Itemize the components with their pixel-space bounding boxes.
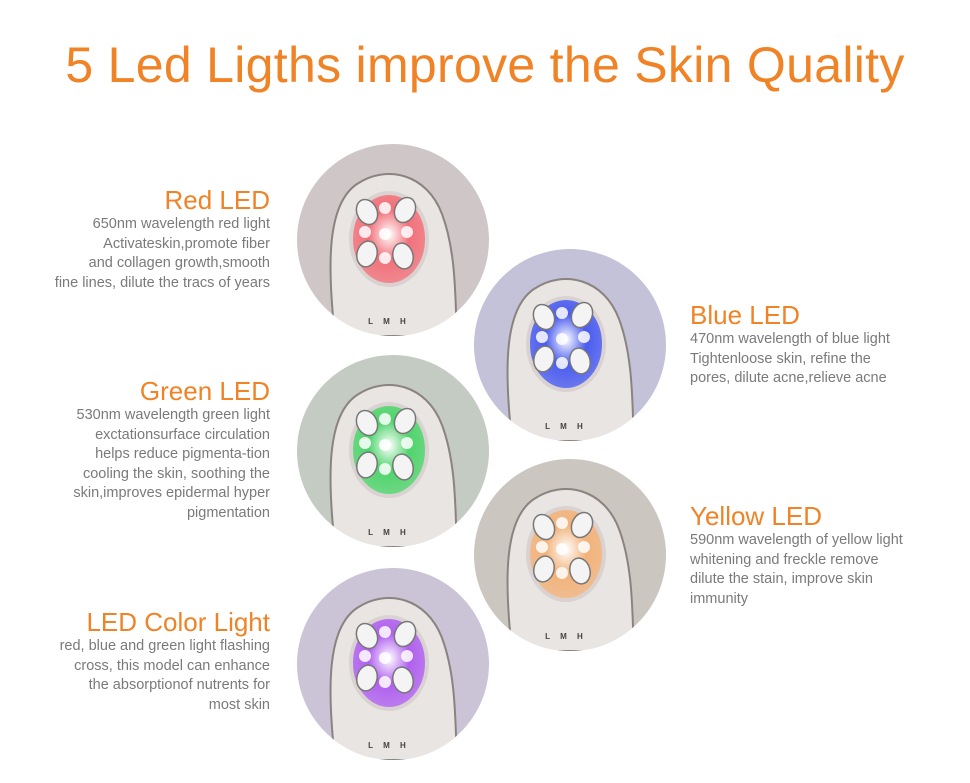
- color-light-device-photo: L M H: [297, 568, 489, 760]
- color-light-heading: LED Color Light: [86, 607, 270, 637]
- led-lights: [536, 517, 590, 579]
- electrode-pads: [355, 407, 417, 481]
- green-led-device-photo: L M H: [297, 355, 489, 547]
- led-lights: [536, 307, 590, 369]
- electrode-pads: [355, 620, 417, 694]
- electrode-pads: [532, 511, 594, 585]
- yellow-led-text: 590nm wavelength of yellow light whiteni…: [690, 532, 903, 607]
- device-mode-label: L M H: [545, 422, 587, 431]
- yellow-led-description: Yellow LED 590nm wavelength of yellow li…: [690, 501, 950, 609]
- blue-led-text: 470nm wavelength of blue light Tightenlo…: [690, 331, 890, 386]
- page-title: 5 Led Ligths improve the Skin Quality: [65, 36, 905, 93]
- device-mode-label: L M H: [545, 632, 587, 641]
- electrode-pads: [532, 301, 594, 375]
- green-led-description: Green LED 530nm wavelength green light e…: [10, 376, 270, 523]
- red-led-heading: Red LED: [164, 185, 271, 215]
- green-led-heading: Green LED: [139, 376, 270, 406]
- red-led-description: Red LED 650nm wavelength red light Activ…: [10, 185, 270, 293]
- red-led-text: 650nm wavelength red light Activateskin,…: [54, 216, 270, 291]
- device-mode-label: L M H: [368, 317, 410, 326]
- led-lights: [359, 202, 413, 264]
- device-mode-label: L M H: [368, 741, 410, 750]
- color-light-text: red, blue and green light flashing cross…: [59, 638, 270, 713]
- green-led-text: 530nm wavelength green light exctationsu…: [73, 407, 270, 521]
- yellow-led-device-photo: L M H: [474, 459, 666, 651]
- color-light-description: LED Color Light red, blue and green ligh…: [10, 607, 270, 715]
- device-mode-label: L M H: [368, 528, 410, 537]
- led-lights: [359, 413, 413, 475]
- yellow-led-heading: Yellow LED: [690, 501, 823, 531]
- blue-led-device-photo: L M H: [474, 249, 666, 441]
- red-led-device-photo: L M H: [297, 144, 489, 336]
- led-lights: [359, 626, 413, 688]
- blue-led-description: Blue LED 470nm wavelength of blue light …: [690, 300, 950, 389]
- blue-led-heading: Blue LED: [690, 300, 800, 330]
- electrode-pads: [355, 196, 417, 270]
